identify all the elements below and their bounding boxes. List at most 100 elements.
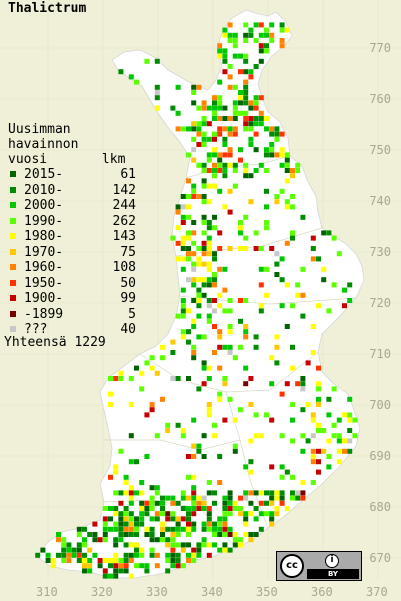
observation-square bbox=[206, 225, 212, 231]
observation-square bbox=[160, 521, 165, 527]
observation-square bbox=[76, 558, 82, 563]
observation-square bbox=[212, 95, 217, 101]
observation-square bbox=[222, 287, 228, 293]
observation-square bbox=[284, 381, 290, 387]
observation-square bbox=[191, 251, 197, 257]
observation-square bbox=[201, 230, 207, 236]
observation-square bbox=[243, 365, 249, 371]
observation-square bbox=[201, 526, 207, 532]
observation-square bbox=[180, 490, 186, 496]
observation-square bbox=[227, 495, 233, 501]
observation-square bbox=[243, 38, 249, 43]
observation-square bbox=[232, 537, 238, 543]
observation-square bbox=[118, 563, 124, 569]
observation-square bbox=[180, 563, 186, 569]
observation-square bbox=[196, 256, 202, 262]
observation-square bbox=[175, 563, 181, 569]
observation-square bbox=[139, 506, 145, 511]
observation-square bbox=[248, 142, 254, 147]
observation-square bbox=[258, 282, 264, 288]
observation-square bbox=[186, 506, 191, 511]
observation-square bbox=[201, 537, 207, 543]
observation-square bbox=[253, 38, 259, 43]
observation-square bbox=[321, 428, 327, 433]
observation-square bbox=[196, 121, 202, 127]
observation-square bbox=[227, 526, 233, 532]
observation-square bbox=[102, 532, 108, 537]
observation-square bbox=[139, 563, 145, 569]
legend-label: 1970- bbox=[24, 244, 64, 260]
observation-square bbox=[238, 110, 243, 116]
observation-square bbox=[144, 58, 150, 64]
observation-square bbox=[180, 194, 186, 199]
observation-square bbox=[222, 58, 228, 64]
observation-square bbox=[269, 355, 275, 361]
observation-square bbox=[227, 22, 233, 28]
observation-square bbox=[139, 521, 145, 527]
observation-square bbox=[201, 220, 207, 225]
observation-square bbox=[243, 95, 249, 101]
observation-square bbox=[191, 194, 197, 199]
observation-square bbox=[212, 136, 217, 142]
observation-square bbox=[238, 90, 243, 95]
observation-square bbox=[284, 469, 290, 475]
observation-square bbox=[113, 558, 119, 563]
observation-square bbox=[123, 526, 129, 532]
observation-square bbox=[212, 183, 217, 189]
observation-square bbox=[227, 500, 233, 506]
observation-square bbox=[310, 417, 316, 423]
observation-square bbox=[191, 485, 197, 491]
observation-square bbox=[248, 32, 254, 38]
observation-square bbox=[253, 412, 259, 418]
legend-label: 2010- bbox=[24, 182, 64, 198]
observation-square bbox=[61, 552, 67, 558]
observation-square bbox=[160, 506, 165, 511]
observation-square bbox=[191, 282, 197, 288]
observation-square bbox=[243, 246, 249, 251]
observation-square bbox=[196, 105, 202, 111]
observation-square bbox=[206, 251, 212, 257]
observation-square bbox=[186, 495, 191, 501]
observation-square bbox=[196, 386, 202, 392]
legend-label: 1900- bbox=[24, 291, 64, 306]
observation-square bbox=[206, 261, 212, 267]
observation-square bbox=[123, 552, 129, 558]
observation-square bbox=[248, 100, 254, 106]
observation-square bbox=[227, 116, 233, 121]
observation-square bbox=[279, 495, 285, 501]
observation-square bbox=[118, 500, 124, 506]
observation-square bbox=[144, 526, 150, 532]
observation-square bbox=[160, 396, 165, 402]
observation-square bbox=[191, 443, 197, 449]
license-badge[interactable]: cc i BY bbox=[276, 551, 362, 581]
observation-square bbox=[191, 261, 197, 267]
legend-heading: Uusimman havainnon vuosi lkm bbox=[8, 122, 126, 167]
observation-square bbox=[217, 168, 223, 173]
observation-square bbox=[336, 438, 342, 444]
legend-count: 142 bbox=[112, 182, 136, 198]
legend-item: 2010- 142 bbox=[8, 183, 136, 199]
observation-square bbox=[201, 292, 207, 298]
observation-square bbox=[248, 69, 254, 75]
observation-square bbox=[113, 376, 119, 381]
observation-square bbox=[232, 183, 238, 189]
observation-square bbox=[201, 100, 207, 106]
observation-square bbox=[196, 287, 202, 293]
observation-square bbox=[336, 448, 342, 454]
observation-square bbox=[222, 526, 228, 532]
observation-square bbox=[196, 448, 202, 454]
observation-square bbox=[186, 214, 191, 220]
observation-square bbox=[186, 542, 191, 548]
observation-square bbox=[186, 521, 191, 527]
observation-square bbox=[118, 448, 124, 454]
observation-square bbox=[66, 547, 72, 553]
observation-square bbox=[180, 526, 186, 532]
observation-square bbox=[264, 32, 269, 38]
observation-square bbox=[175, 240, 181, 246]
observation-square bbox=[243, 121, 249, 127]
observation-square bbox=[248, 121, 254, 127]
observation-square bbox=[118, 521, 124, 527]
observation-square bbox=[316, 386, 321, 392]
observation-square bbox=[279, 43, 285, 49]
observation-square bbox=[128, 511, 134, 517]
